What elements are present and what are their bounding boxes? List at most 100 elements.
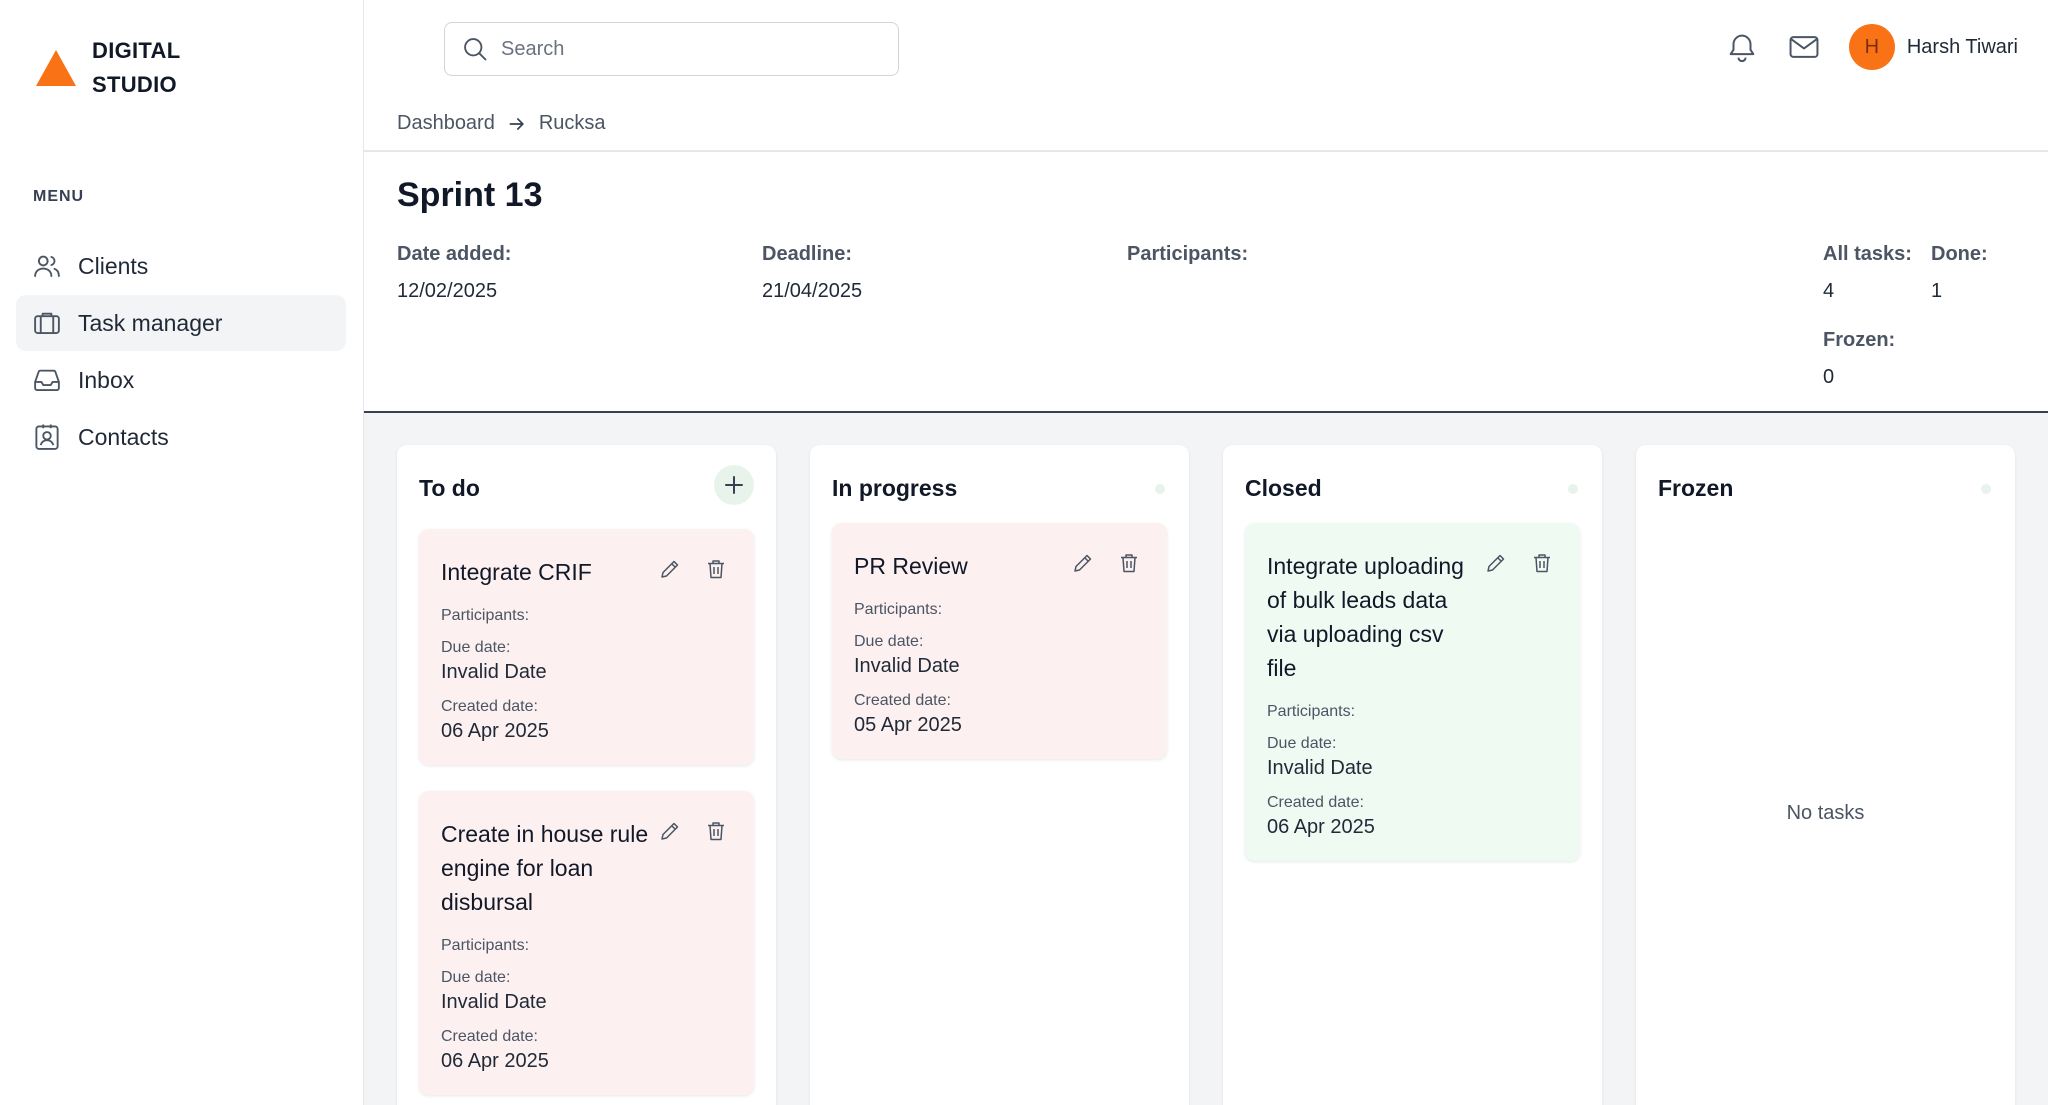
trash-icon[interactable] <box>1530 551 1554 575</box>
created-date-label: Created date: <box>441 1028 538 1045</box>
menu-title: MENU <box>33 188 85 205</box>
all-tasks: All tasks: 4 <box>1823 243 1912 303</box>
task-actions <box>636 819 728 843</box>
sidebar-item-label: Contacts <box>78 423 169 450</box>
column-title: Frozen <box>1658 475 1734 501</box>
users-icon <box>34 255 60 277</box>
add-task-button[interactable] <box>714 465 754 505</box>
sidebar-item-clients[interactable]: Clients <box>16 238 346 294</box>
divider <box>364 411 2048 413</box>
done-count: Done: 1 <box>1931 243 1988 303</box>
due-date-label: Due date: <box>441 969 511 986</box>
breadcrumb: Dashboard Rucksa <box>397 112 606 135</box>
trash-icon[interactable] <box>704 557 728 581</box>
frozen-label: Frozen: <box>1823 329 1896 351</box>
mail-icon[interactable] <box>1787 30 1821 64</box>
due-date-value: Invalid Date <box>1267 757 1373 779</box>
task-card[interactable]: PR Review Participants: Due date: Invali… <box>832 523 1167 759</box>
contact-card-icon <box>35 424 59 450</box>
participants-label: Participants: <box>441 607 530 624</box>
created-date-value: 05 Apr 2025 <box>854 714 962 736</box>
user-name[interactable]: Harsh Tiwari <box>1906 35 2018 58</box>
avatar[interactable]: H <box>1848 24 1895 70</box>
edit-icon[interactable] <box>1071 551 1095 575</box>
participants-label: Participants: <box>1267 703 1356 720</box>
divider <box>364 150 2048 152</box>
column-status-dot <box>1568 484 1578 494</box>
kanban-board: To do Integrate CRIF Participants: Due d… <box>364 413 2048 1105</box>
participants-label: Participants: <box>854 601 943 618</box>
briefcase-icon <box>34 312 60 334</box>
created-date-value: 06 Apr 2025 <box>441 720 549 742</box>
top-bar: H Harsh Tiwari <box>364 0 2048 100</box>
task-title: Integrate CRIF <box>441 559 592 585</box>
column-title: To do <box>419 475 480 501</box>
frozen-value: 0 <box>1823 366 1835 388</box>
sidebar-item-contacts[interactable]: Contacts <box>16 409 346 465</box>
edit-icon[interactable] <box>658 819 682 843</box>
sidebar-item-label: Clients <box>78 252 149 279</box>
trash-icon[interactable] <box>704 819 728 843</box>
created-date-label: Created date: <box>854 692 951 709</box>
participants-label: Participants: <box>441 937 530 954</box>
search-box[interactable] <box>444 22 899 76</box>
deadline: Deadline: 21/04/2025 <box>762 243 862 303</box>
frozen-count: Frozen: 0 <box>1823 329 1895 389</box>
task-title: Integrate uploading of bulk leads data v… <box>1267 553 1464 681</box>
triangle-logo-icon <box>36 50 76 86</box>
due-date-value: Invalid Date <box>441 991 547 1013</box>
date-added: Date added: 12/02/2025 <box>397 243 511 303</box>
deadline-label: Deadline: <box>762 243 853 265</box>
plus-icon <box>725 476 743 494</box>
bell-icon[interactable] <box>1725 30 1759 64</box>
brand[interactable]: DIGITAL STUDIO <box>34 34 180 102</box>
participants: Participants: <box>1127 243 1248 280</box>
date-added-value: 12/02/2025 <box>397 280 498 302</box>
column-closed: Closed Integrate uploading of bulk leads… <box>1223 445 1602 1105</box>
task-actions <box>636 557 728 581</box>
column-in-progress: In progress PR Review Participants: Due … <box>810 445 1189 1105</box>
edit-icon[interactable] <box>1484 551 1508 575</box>
task-actions <box>1049 551 1141 575</box>
task-card[interactable]: Integrate CRIF Participants: Due date: I… <box>419 529 754 765</box>
column-title: Closed <box>1245 475 1322 501</box>
page-title: Sprint 13 <box>397 176 543 214</box>
all-tasks-label: All tasks: <box>1823 243 1912 265</box>
created-date-value: 06 Apr 2025 <box>441 1050 549 1072</box>
created-date-label: Created date: <box>1267 794 1364 811</box>
all-tasks-value: 4 <box>1823 280 1835 302</box>
created-date-label: Created date: <box>441 698 538 715</box>
column-frozen: Frozen No tasks <box>1636 445 2015 1105</box>
sidebar-menu: Clients Task manager Inbox Contacts <box>16 238 346 466</box>
column-status-dot <box>1981 484 1991 494</box>
column-status-dot <box>1155 484 1165 494</box>
sidebar-item-label: Task manager <box>78 309 223 336</box>
done-value: 1 <box>1931 280 1943 302</box>
sidebar-item-inbox[interactable]: Inbox <box>16 352 346 408</box>
edit-icon[interactable] <box>658 557 682 581</box>
trash-icon[interactable] <box>1117 551 1141 575</box>
empty-state: No tasks <box>1786 802 1865 824</box>
task-title: PR Review <box>854 553 968 579</box>
brand-line-2: STUDIO <box>92 72 177 97</box>
sidebar: DIGITAL STUDIO MENU Clients Task manager <box>0 0 364 1105</box>
task-card[interactable]: Integrate uploading of bulk leads data v… <box>1245 523 1580 861</box>
breadcrumb-item-current[interactable]: Rucksa <box>538 112 606 134</box>
column-title: In progress <box>832 475 958 501</box>
task-actions <box>1462 551 1554 575</box>
arrow-right-icon <box>509 117 524 130</box>
sidebar-item-task-manager[interactable]: Task manager <box>16 295 346 351</box>
due-date-value: Invalid Date <box>441 661 547 683</box>
due-date-value: Invalid Date <box>854 655 960 677</box>
task-card[interactable]: Create in house rule engine for loan dis… <box>419 791 754 1095</box>
brand-name: DIGITAL STUDIO <box>92 34 180 102</box>
breadcrumb-item-dashboard[interactable]: Dashboard <box>397 112 495 134</box>
sidebar-item-label: Inbox <box>78 366 135 393</box>
date-added-label: Date added: <box>397 243 512 265</box>
due-date-label: Due date: <box>854 633 924 650</box>
task-title: Create in house rule engine for loan dis… <box>441 821 649 915</box>
column-to-do: To do Integrate CRIF Participants: Due d… <box>397 445 776 1105</box>
search-input[interactable] <box>501 37 881 61</box>
created-date-value: 06 Apr 2025 <box>1267 816 1375 838</box>
due-date-label: Due date: <box>1267 735 1337 752</box>
